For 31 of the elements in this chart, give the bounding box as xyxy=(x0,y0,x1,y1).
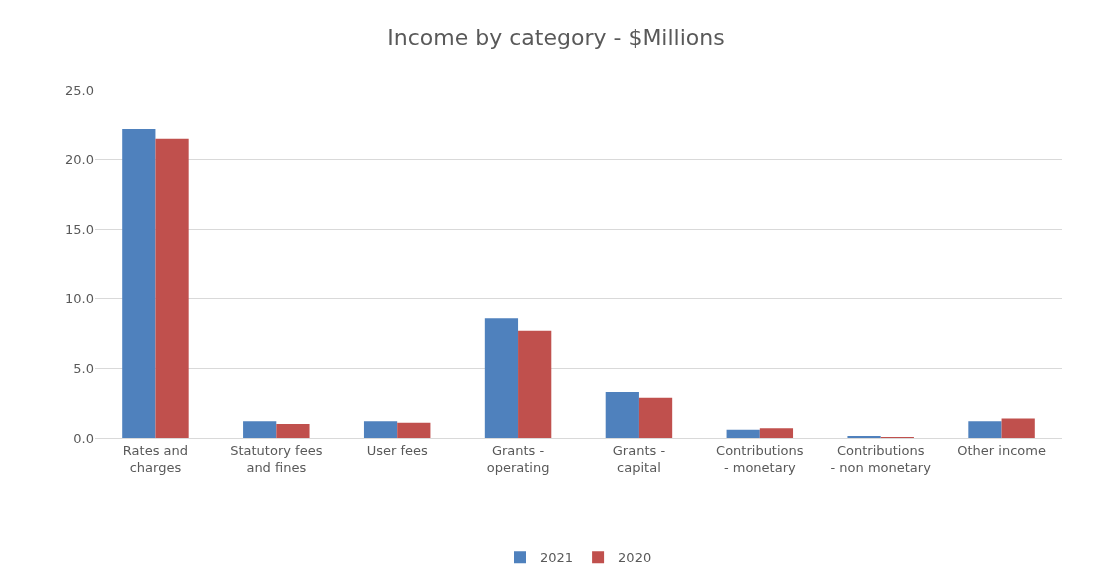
legend-label: 2020 xyxy=(618,550,652,566)
x-tick-label: Grants - capital xyxy=(612,442,666,475)
legend-label: 2021 xyxy=(540,550,574,566)
bar xyxy=(243,421,277,438)
x-tick-label: Statutory fees and fines xyxy=(230,442,323,475)
bar xyxy=(726,429,760,438)
x-tick-label: Rates and charges xyxy=(122,442,189,475)
y-tick-label: 15.0 xyxy=(65,221,94,237)
bar xyxy=(122,128,156,438)
y-tick-label: 20.0 xyxy=(65,152,94,168)
y-tick-label: 10.0 xyxy=(65,291,94,307)
bar xyxy=(518,330,552,438)
bar xyxy=(484,318,519,438)
x-tick-label: Grants - operating xyxy=(486,442,550,475)
bar xyxy=(638,397,673,438)
chart-title: Income by category - $Millions xyxy=(387,24,725,50)
y-tick-label: 5.0 xyxy=(73,360,94,376)
x-tick-label: User fees xyxy=(366,442,428,458)
bar xyxy=(363,421,398,438)
x-tick-label: Contributions - monetary xyxy=(716,442,804,475)
y-tick-label: 0.0 xyxy=(73,430,94,446)
bar xyxy=(605,392,639,438)
bar xyxy=(759,428,794,438)
x-tick-label: Other income xyxy=(957,442,1046,458)
bar xyxy=(968,421,1002,438)
bar xyxy=(155,138,189,438)
bar xyxy=(1001,418,1035,438)
y-tick-label: 25.0 xyxy=(65,82,94,98)
bar xyxy=(276,424,310,438)
bar xyxy=(397,422,431,438)
x-tick-label: Contributions - non monetary xyxy=(830,442,932,475)
